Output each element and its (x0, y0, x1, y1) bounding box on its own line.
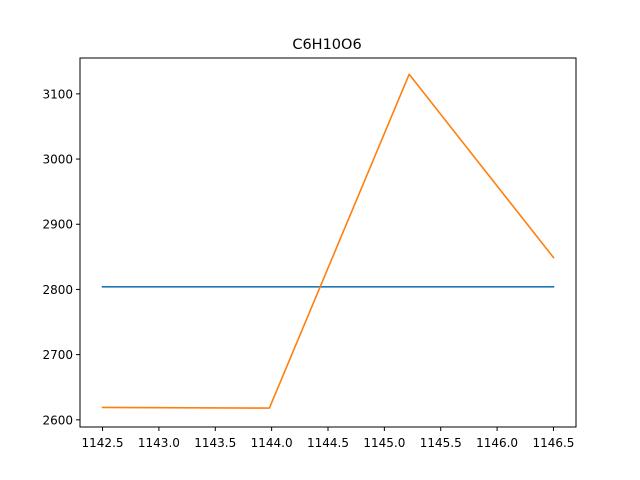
x-tick-label: 1144.0 (251, 436, 293, 450)
y-tick-label: 2600 (42, 413, 73, 427)
x-tick-label: 1145.5 (420, 436, 462, 450)
x-tick-label: 1144.5 (307, 436, 349, 450)
series-layer (101, 73, 555, 409)
y-tick-label: 2900 (42, 218, 73, 232)
y-tick-label: 3000 (42, 153, 73, 167)
y-tick-label: 2700 (42, 348, 73, 362)
x-axis: 1142.5 1143.0 1143.5 1144.0 1144.5 1145.0 1145… (82, 427, 574, 450)
y-tick-label: 3100 (42, 87, 73, 101)
y-tick-label: 2800 (42, 283, 73, 297)
y-axis: 2600 2700 2800 2900 3000 3100 (42, 87, 80, 427)
x-tick-label: 1145.0 (363, 436, 405, 450)
x-tick-label: 1143.5 (194, 436, 236, 450)
plot-area-frame (79, 57, 577, 428)
x-tick-label: 1142.5 (82, 436, 124, 450)
series-line-2 (101, 73, 555, 409)
x-tick-label: 1146.0 (476, 436, 518, 450)
x-tick-label: 1146.5 (532, 436, 574, 450)
chart-title: C6H10O6 (292, 37, 361, 53)
x-tick-label: 1143.0 (138, 436, 180, 450)
